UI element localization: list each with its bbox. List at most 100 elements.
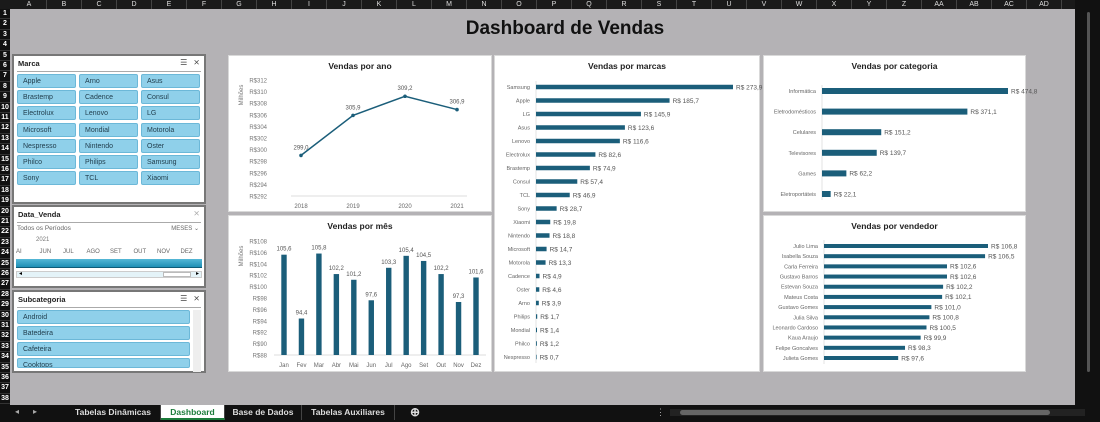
column-header[interactable]: R — [607, 0, 642, 9]
column-header[interactable]: AC — [992, 0, 1027, 9]
column-header[interactable]: P — [537, 0, 572, 9]
month-label[interactable]: SET — [110, 249, 122, 255]
slicer-item[interactable]: Electrolux — [17, 106, 76, 121]
slicer-scrollbar[interactable] — [193, 310, 201, 372]
column-header[interactable]: F — [187, 0, 222, 9]
slicer-item[interactable]: Cooktops — [17, 358, 190, 368]
row-header[interactable]: 19 — [0, 196, 10, 207]
chart-vendas-por-ano[interactable]: Vendas por ano R$312 R$310 R$308 R$306 R$304 R… — [228, 55, 492, 212]
row-header[interactable]: 13 — [0, 134, 10, 145]
slicer-item[interactable]: Batedeira — [17, 326, 190, 340]
slicer-item[interactable]: Arno — [79, 74, 138, 88]
chart-vendas-por-vendedor[interactable]: Vendas por vendedor Julio Lima R$ 106,8 Isa… — [763, 215, 1026, 372]
clear-filter-icon[interactable]: ⨯ — [193, 294, 200, 303]
slicer-item[interactable]: Nintendo — [79, 138, 138, 153]
slicer-item[interactable]: Nespresso — [17, 138, 76, 153]
row-header[interactable]: 35 — [0, 363, 10, 373]
row-header[interactable]: 17 — [0, 175, 10, 186]
column-header[interactable]: AA — [922, 0, 957, 9]
row-header[interactable]: 21 — [0, 217, 10, 228]
slicer-item[interactable]: Consul — [141, 90, 200, 105]
row-header[interactable]: 27 — [0, 279, 10, 290]
row-header[interactable]: 1 — [0, 9, 10, 20]
row-header[interactable]: 29 — [0, 300, 10, 311]
row-header[interactable]: 11 — [0, 113, 10, 124]
tab-tabelas-dinamicas[interactable]: Tabelas Dinâmicas — [66, 405, 161, 420]
row-header[interactable]: 31 — [0, 321, 10, 332]
column-header[interactable]: V — [747, 0, 782, 9]
month-label[interactable]: JUL — [63, 249, 74, 255]
column-header[interactable]: Z — [887, 0, 922, 9]
column-header[interactable]: L — [397, 0, 432, 9]
prev-sheet-icon[interactable]: ◂ — [15, 407, 20, 416]
row-header[interactable]: 7 — [0, 71, 10, 82]
column-header[interactable]: AD — [1027, 0, 1062, 9]
column-header[interactable]: X — [817, 0, 852, 9]
multi-select-icon[interactable]: ☰ — [180, 58, 188, 67]
next-sheet-icon[interactable]: ▸ — [33, 407, 38, 416]
row-header[interactable]: 26 — [0, 269, 10, 280]
time-level-dropdown[interactable]: MESES ⌄ — [171, 225, 199, 232]
clear-filter-icon[interactable]: ⨯ — [193, 209, 200, 218]
slicer-item[interactable]: Asus — [141, 74, 200, 88]
column-header[interactable]: B — [47, 0, 82, 9]
row-header[interactable]: 15 — [0, 155, 10, 165]
slicer-item[interactable]: Samsung — [141, 155, 200, 169]
slicer-item[interactable]: Android — [17, 310, 190, 324]
slicer-item[interactable]: Philips — [79, 155, 138, 169]
scroll-thumb[interactable] — [163, 272, 191, 277]
column-header[interactable]: C — [82, 0, 117, 9]
row-header[interactable]: 9 — [0, 92, 10, 103]
row-header[interactable]: 24 — [0, 248, 10, 259]
tab-base-de-dados[interactable]: Base de Dados — [225, 405, 302, 420]
row-header[interactable]: 10 — [0, 103, 10, 113]
column-header[interactable]: I — [292, 0, 327, 9]
column-header[interactable]: T — [677, 0, 712, 9]
row-header[interactable]: 5 — [0, 51, 10, 61]
slicer-item[interactable]: Philco — [17, 155, 76, 169]
row-header[interactable]: 30 — [0, 311, 10, 321]
row-header[interactable]: 23 — [0, 238, 10, 249]
column-header[interactable]: A — [12, 0, 47, 9]
row-header[interactable]: 34 — [0, 352, 10, 363]
month-label[interactable]: OUT — [133, 249, 147, 255]
row-header[interactable]: 38 — [0, 394, 10, 405]
row-header[interactable]: 3 — [0, 30, 10, 41]
slicer-item[interactable]: Oster — [141, 138, 200, 153]
clear-filter-icon[interactable]: ⨯ — [193, 58, 200, 67]
month-label[interactable]: AI — [16, 249, 22, 255]
row-header[interactable]: 12 — [0, 123, 10, 134]
month-label[interactable]: JUN — [39, 249, 52, 255]
scroll-left-icon[interactable]: ◂ — [19, 271, 23, 277]
slicer-item[interactable]: Apple — [17, 74, 76, 88]
column-header[interactable]: M — [432, 0, 467, 9]
slicer-item[interactable]: Mondial — [79, 122, 138, 137]
row-header[interactable]: 33 — [0, 342, 10, 353]
column-header[interactable]: J — [327, 0, 362, 9]
row-header[interactable]: 25 — [0, 259, 10, 269]
chart-vendas-por-categoria[interactable]: Vendas por categoria Informática R$ 474,8 E… — [763, 55, 1038, 212]
column-header[interactable]: AB — [957, 0, 992, 9]
month-label[interactable]: NOV — [157, 249, 171, 255]
slicer-item[interactable]: TCL — [79, 171, 138, 186]
row-header[interactable]: 14 — [0, 144, 10, 155]
column-header[interactable]: H — [257, 0, 292, 9]
slicer-item[interactable]: Brastemp — [17, 90, 76, 105]
row-header[interactable]: 22 — [0, 227, 10, 238]
add-sheet-button[interactable]: ⊕ — [409, 405, 421, 419]
horizontal-scrollbar[interactable] — [670, 409, 1085, 416]
vertical-scrollbar[interactable] — [1075, 0, 1100, 405]
column-header[interactable]: W — [782, 0, 817, 9]
scrollbar-thumb[interactable] — [1087, 12, 1090, 372]
column-header[interactable]: O — [502, 0, 537, 9]
column-header[interactable]: S — [642, 0, 677, 9]
chart-vendas-por-marcas[interactable]: Vendas por marcas Samsung R$ 273,9 Apple R$ … — [494, 55, 763, 372]
scroll-right-icon[interactable]: ▸ — [195, 271, 199, 277]
row-header[interactable]: 28 — [0, 290, 10, 301]
row-header[interactable]: 4 — [0, 40, 10, 51]
row-header[interactable]: 36 — [0, 373, 10, 384]
more-options-icon[interactable]: ⋮ — [656, 407, 665, 417]
slicer-item[interactable]: Xiaomi — [141, 171, 200, 186]
month-label[interactable]: DEZ — [180, 249, 193, 255]
slicer-item[interactable]: Lenovo — [79, 106, 138, 121]
